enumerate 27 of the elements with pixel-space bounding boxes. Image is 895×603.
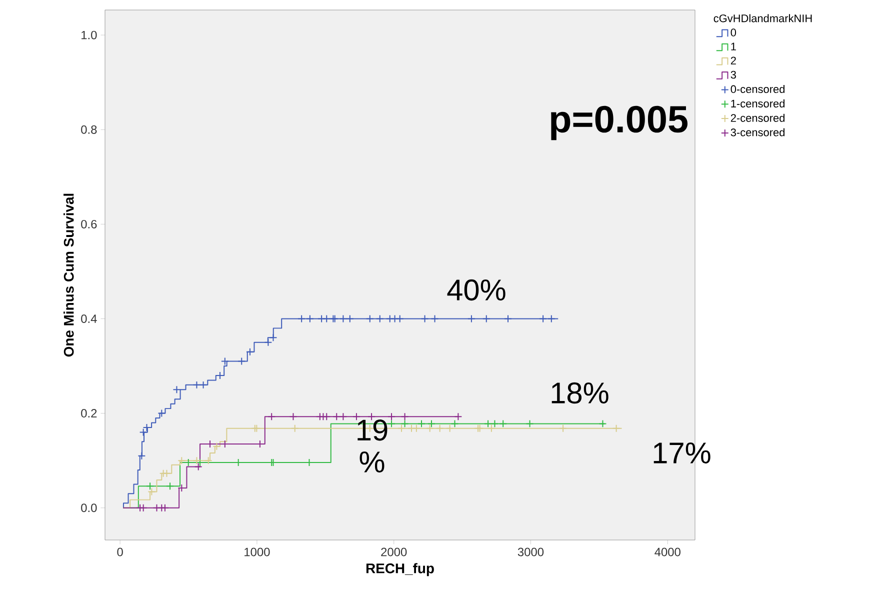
legend-label: 0-censored	[730, 85, 784, 94]
x-tick-label: 1000	[244, 548, 270, 556]
x-tick-label: 0	[117, 548, 123, 556]
annotation: 17%	[654, 442, 710, 464]
annotation: p=0.005	[551, 106, 688, 140]
x-tick-label: 4000	[654, 548, 680, 556]
legend-label: 1	[731, 42, 736, 50]
legend-label: 3-censored	[730, 128, 784, 136]
x-tick-label: 3000	[518, 548, 544, 556]
y-tick-label: 0.8	[81, 125, 97, 134]
annotation: 40%	[447, 279, 506, 301]
y-tick-label: 0.4	[81, 314, 97, 323]
y-axis-title: One Minus Cum Survival	[64, 194, 74, 357]
legend-label: 2	[730, 56, 736, 64]
x-axis-title: RECH_fup	[366, 563, 434, 576]
annotation: 19 %	[358, 420, 388, 472]
y-tick-label: 0.0	[81, 504, 97, 512]
x-tick-label: 2000	[381, 548, 407, 556]
y-tick-label: 1.0	[82, 30, 97, 40]
legend-label: 2-censored	[730, 114, 784, 122]
legend-title: cGvHDlandmarkNIH	[714, 14, 812, 22]
y-tick-label: 0.6	[81, 220, 97, 228]
legend-label: 3	[730, 70, 736, 79]
legend-label: 0	[730, 28, 736, 36]
legend-label: 1-censored	[731, 99, 784, 108]
y-tick-label: 0.2	[81, 409, 97, 418]
annotation: 18%	[552, 382, 608, 404]
